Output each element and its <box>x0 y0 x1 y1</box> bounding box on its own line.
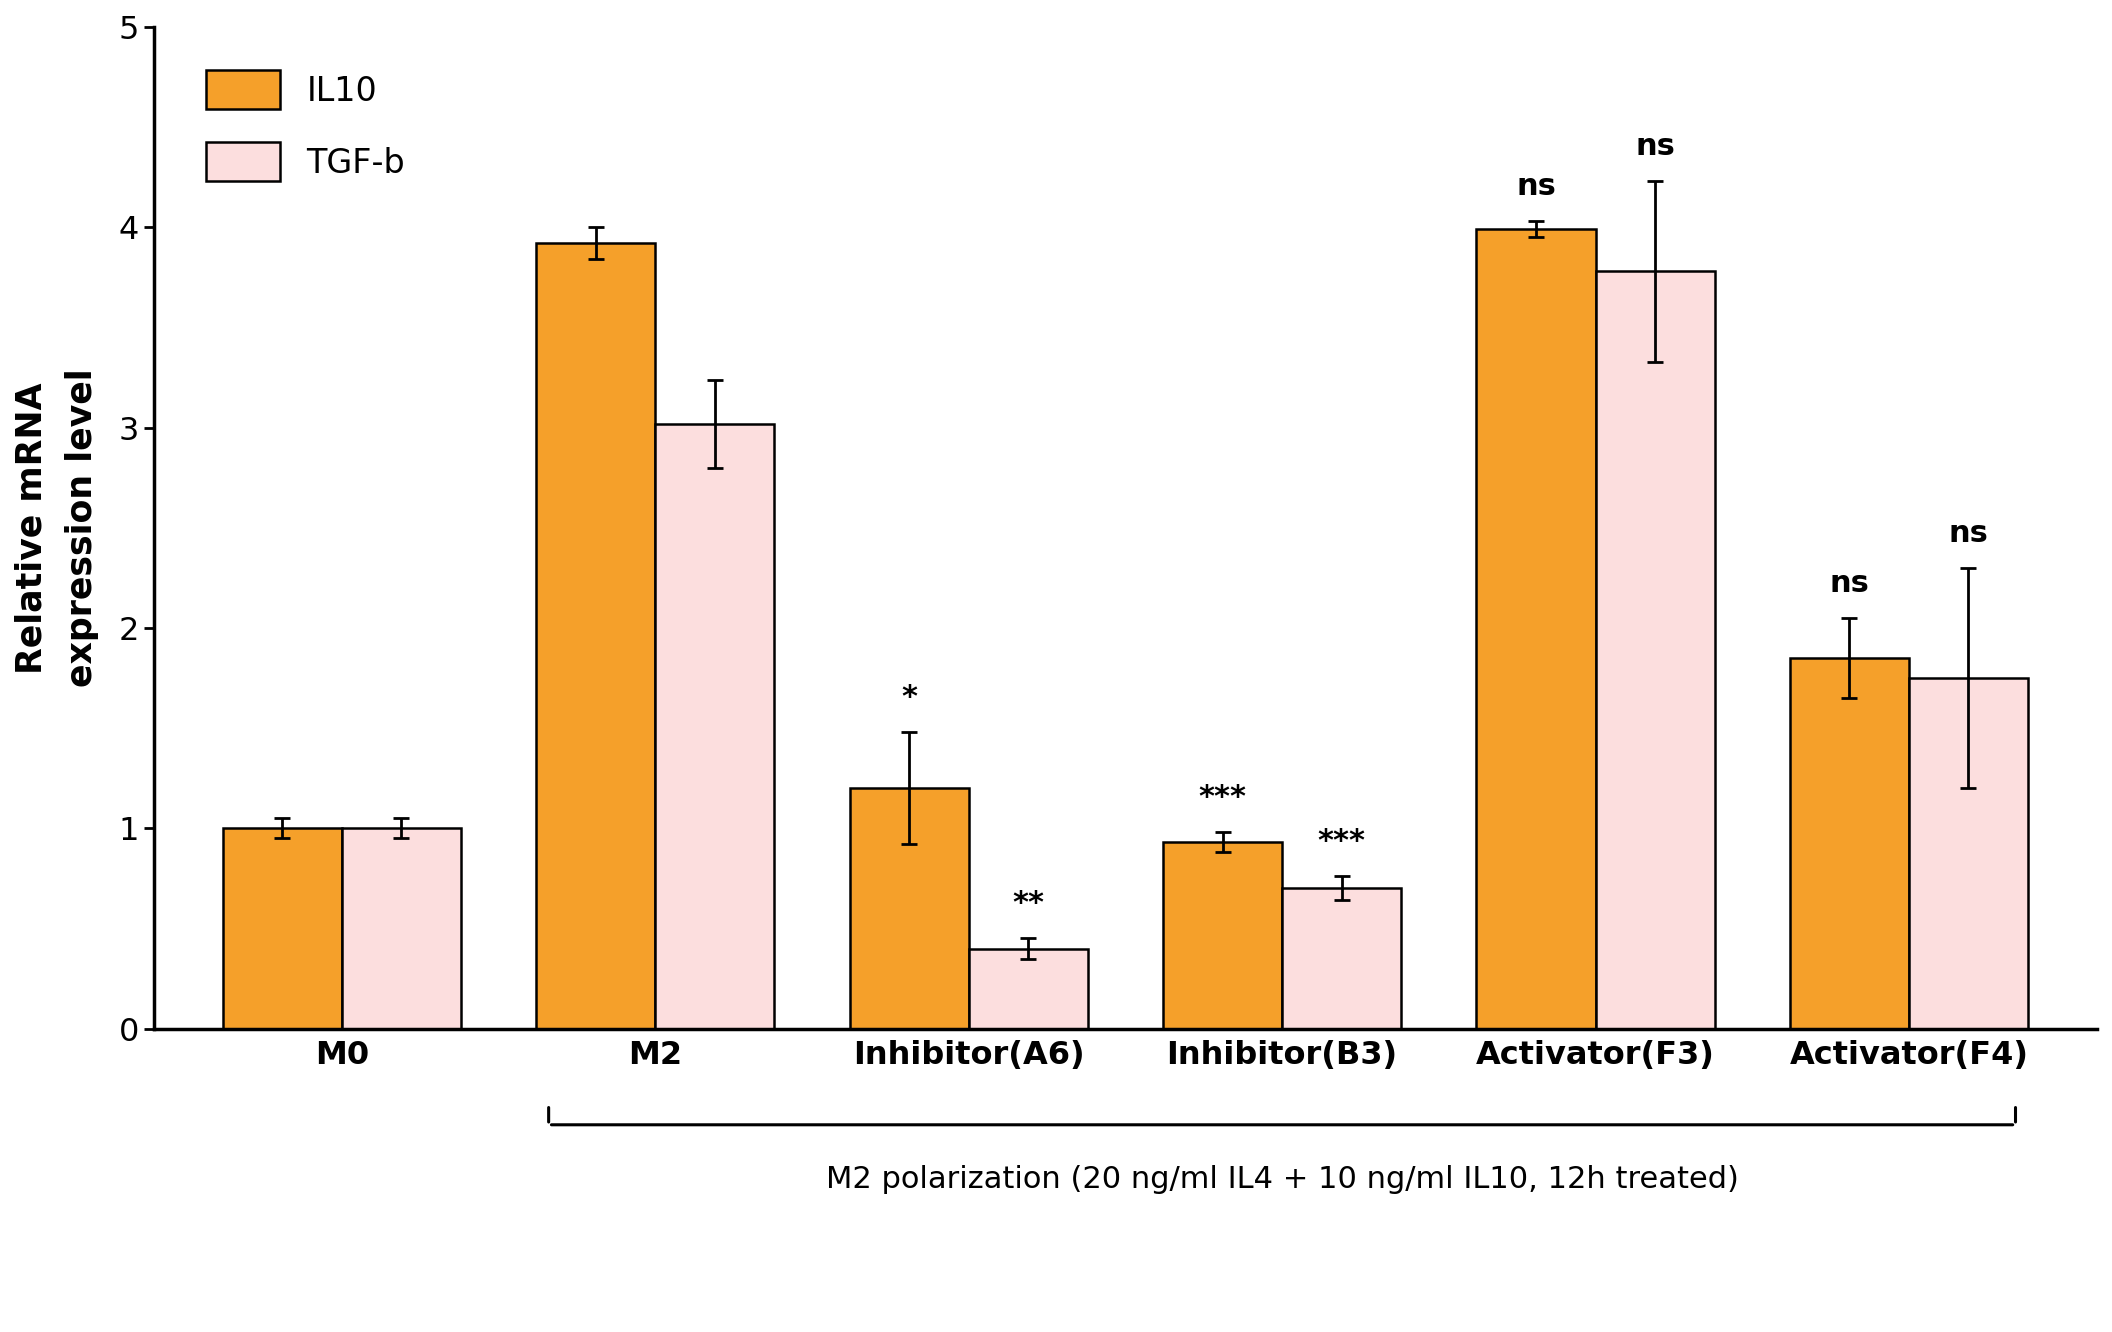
Bar <box>1595 272 1715 1028</box>
Bar <box>1789 658 1909 1028</box>
Text: ns: ns <box>1949 519 1987 547</box>
Text: ns: ns <box>1829 569 1869 598</box>
Text: M2 polarization (20 ng/ml IL4 + 10 ng/ml IL10, 12h treated): M2 polarization (20 ng/ml IL4 + 10 ng/ml… <box>826 1166 1738 1193</box>
Bar <box>1164 842 1282 1028</box>
Text: ns: ns <box>1516 172 1557 201</box>
Bar <box>969 948 1088 1028</box>
Text: ***: *** <box>1198 783 1246 813</box>
Bar <box>1476 229 1595 1028</box>
Text: ns: ns <box>1635 132 1675 161</box>
Bar <box>1909 678 2028 1028</box>
Bar <box>1282 888 1400 1028</box>
Bar <box>222 829 342 1028</box>
Y-axis label: Relative mRNA
expression level: Relative mRNA expression level <box>15 369 99 687</box>
Text: **: ** <box>1012 890 1043 919</box>
Bar <box>849 789 969 1028</box>
Legend: IL10, TGF-b: IL10, TGF-b <box>190 53 422 197</box>
Text: *: * <box>902 683 917 713</box>
Text: ***: *** <box>1318 827 1366 856</box>
Bar <box>655 424 775 1028</box>
Bar <box>342 829 460 1028</box>
Bar <box>536 244 655 1028</box>
